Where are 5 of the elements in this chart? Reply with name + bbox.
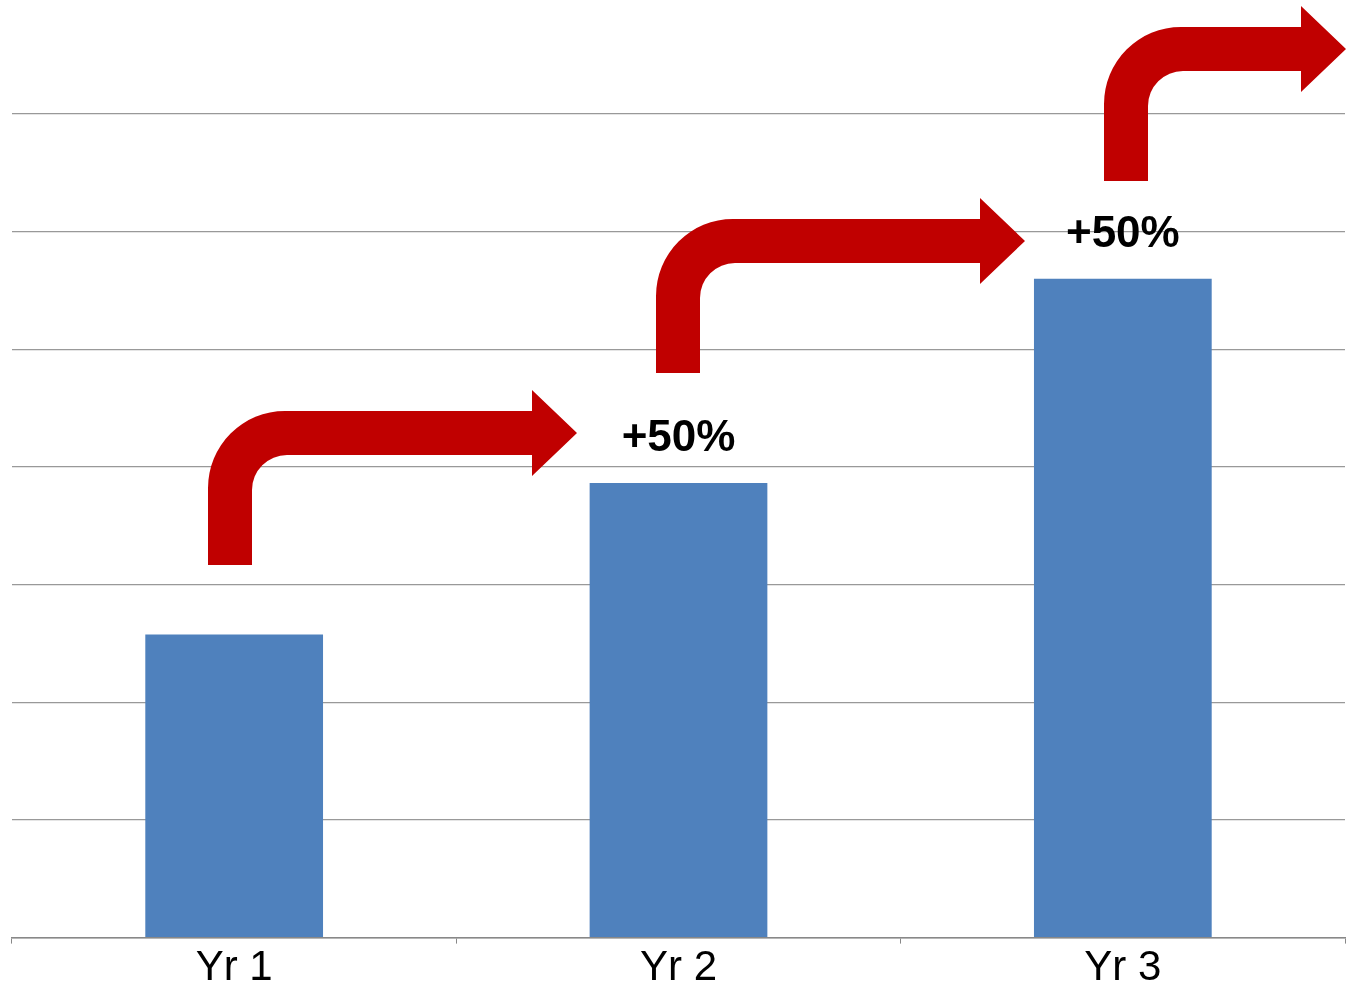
x-tick-label: Yr 2 — [639, 942, 718, 990]
text: +50% — [1065, 206, 1180, 256]
x-tick-label: Yr 1 — [195, 942, 273, 990]
annotation: +50% — [621, 411, 736, 461]
x-tick-label: Yr 3 — [1084, 942, 1162, 990]
